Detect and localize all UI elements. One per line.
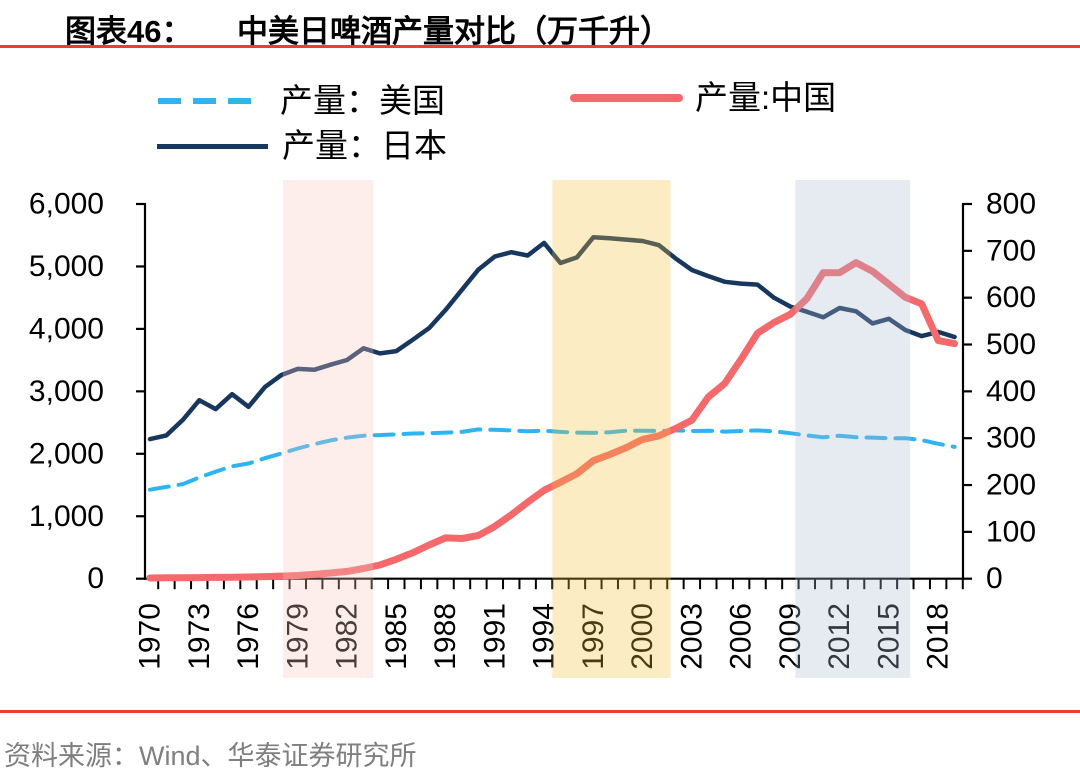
svg-text:1979: 1979 (281, 603, 314, 670)
svg-text:1985: 1985 (380, 603, 413, 670)
legend-item-japan: 产量：日本 (157, 129, 447, 163)
title-divider (0, 45, 1080, 48)
svg-text:2009: 2009 (774, 603, 807, 670)
svg-text:1982: 1982 (331, 603, 364, 670)
source-divider (0, 710, 1080, 713)
legend-label-japan: 产量：日本 (282, 127, 447, 164)
svg-text:1973: 1973 (183, 603, 216, 670)
legend-label-china: 产量:中国 (695, 79, 837, 116)
svg-text:2000: 2000 (626, 603, 659, 670)
svg-text:2,000: 2,000 (29, 437, 104, 470)
svg-text:500: 500 (986, 328, 1036, 361)
japan-line-swatch (157, 143, 268, 149)
svg-text:1991: 1991 (478, 603, 511, 670)
svg-text:2003: 2003 (675, 603, 708, 670)
svg-text:300: 300 (986, 422, 1036, 455)
china-line-swatch (570, 94, 683, 102)
svg-text:200: 200 (986, 469, 1036, 502)
svg-text:6,000: 6,000 (29, 188, 104, 221)
legend-label-us: 产量：美国 (280, 82, 445, 119)
svg-text:1997: 1997 (577, 603, 610, 670)
svg-text:400: 400 (986, 375, 1036, 408)
svg-text:2012: 2012 (823, 603, 856, 670)
svg-text:3,000: 3,000 (29, 375, 104, 408)
svg-text:1,000: 1,000 (29, 500, 104, 533)
legend-item-china: 产量:中国 (570, 81, 836, 115)
us-dashed-line-swatch (158, 98, 262, 104)
svg-text:800: 800 (986, 188, 1036, 221)
svg-text:0: 0 (87, 562, 104, 595)
svg-text:700: 700 (986, 234, 1036, 267)
figure-label: 图表46： (65, 14, 193, 49)
svg-text:2018: 2018 (922, 603, 955, 670)
svg-text:1994: 1994 (528, 603, 561, 670)
svg-text:1970: 1970 (134, 603, 167, 670)
svg-text:100: 100 (986, 515, 1036, 548)
svg-text:2006: 2006 (725, 603, 758, 670)
legend-item-us: 产量：美国 (158, 84, 445, 118)
svg-text:2015: 2015 (872, 603, 905, 670)
svg-text:5,000: 5,000 (29, 250, 104, 283)
figure-title: 中美日啤酒产量对比（万千升） (237, 14, 671, 49)
source-text: 资料来源：Wind、华泰证券研究所 (4, 741, 417, 771)
svg-text:1976: 1976 (232, 603, 265, 670)
svg-text:0: 0 (986, 562, 1003, 595)
svg-text:1988: 1988 (429, 603, 462, 670)
svg-text:4,000: 4,000 (29, 312, 104, 345)
svg-text:600: 600 (986, 281, 1036, 314)
